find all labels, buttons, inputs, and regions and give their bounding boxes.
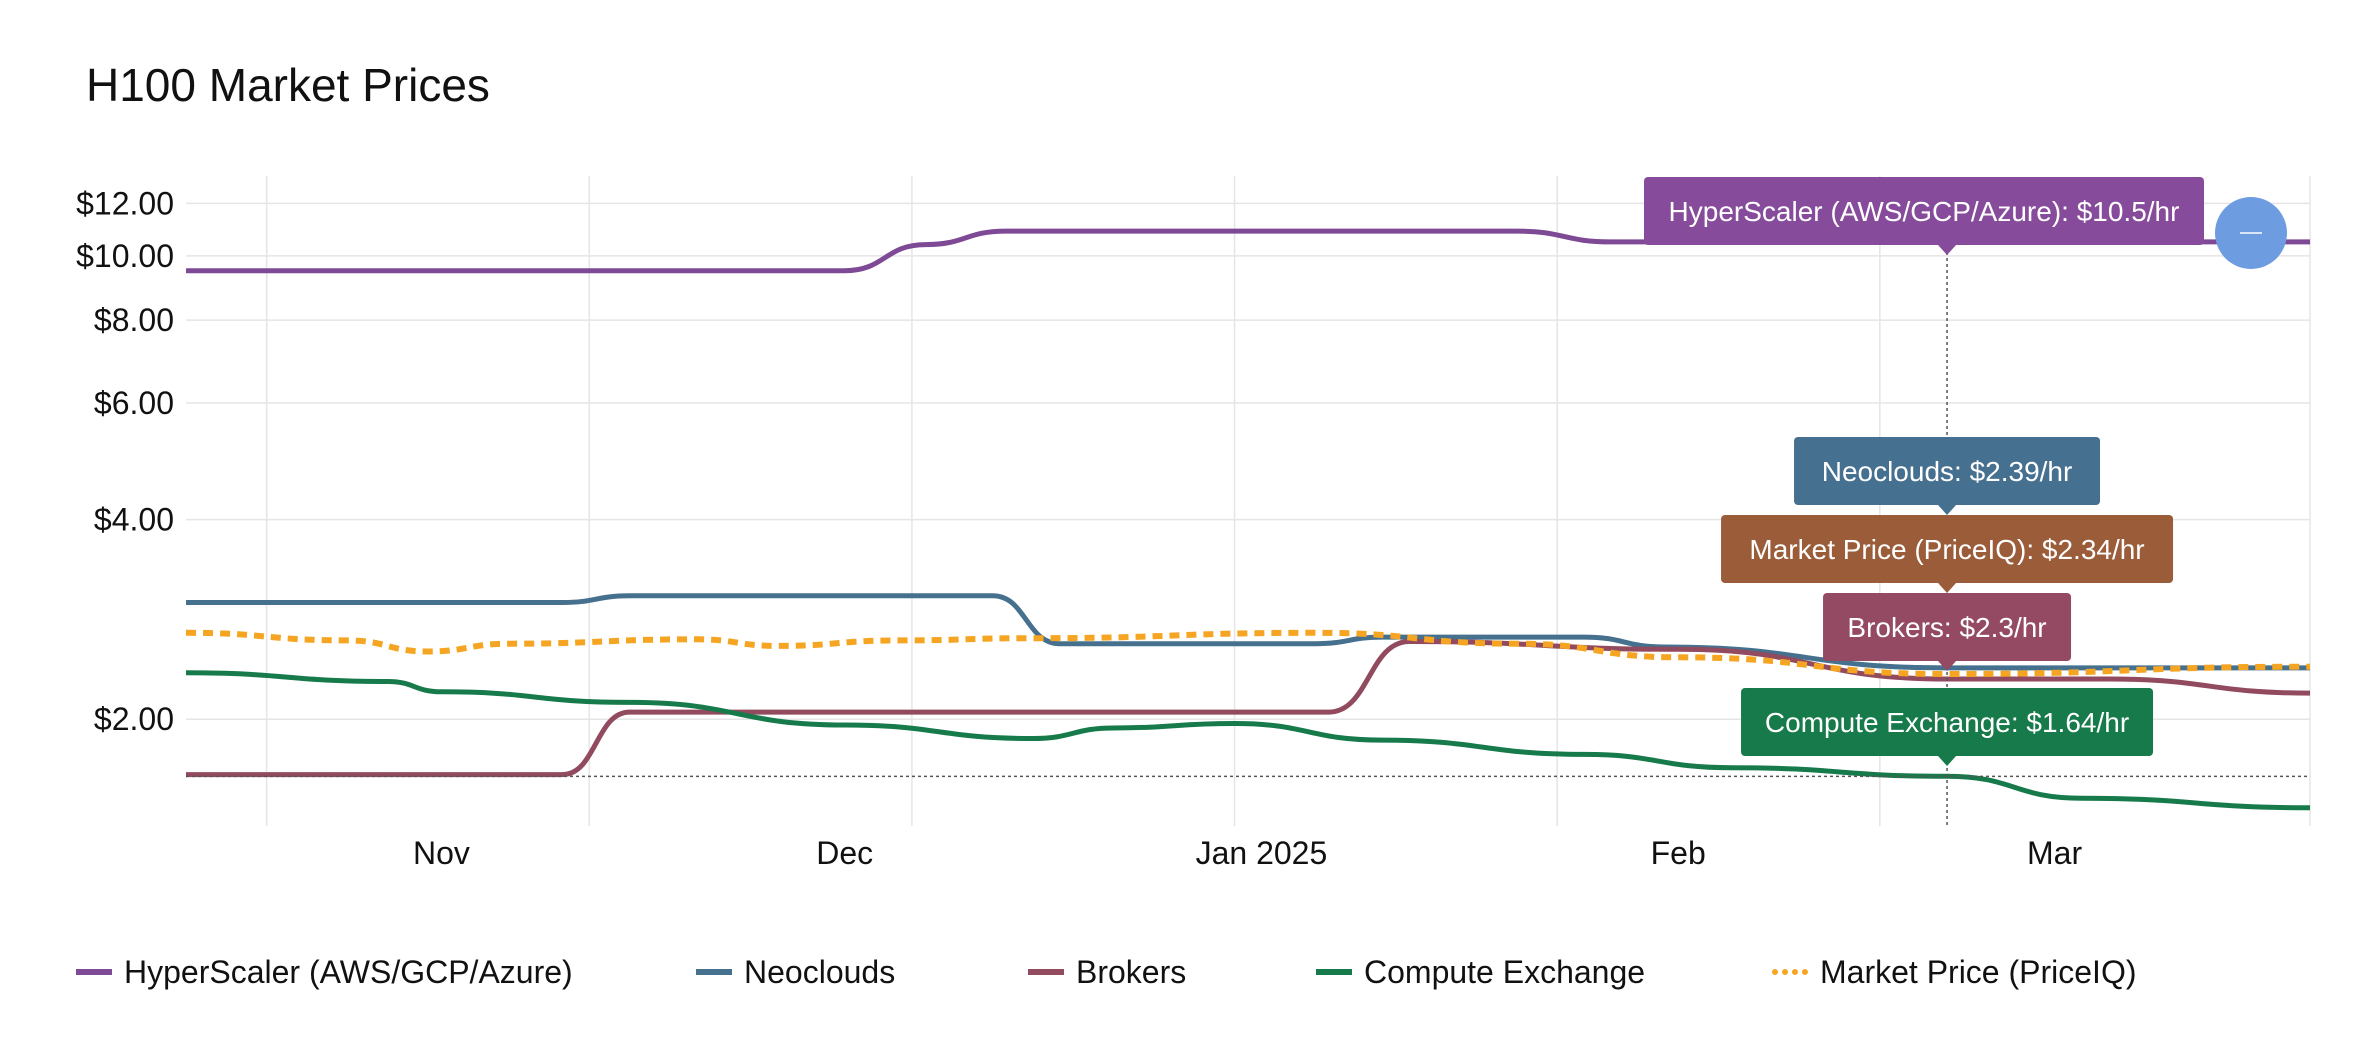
y-tick-label: $12.00 [76,185,174,221]
legend-label: Neoclouds [744,953,896,990]
grid-lines [186,176,2311,826]
tooltip-pointer [1938,245,1957,255]
tooltip-market-price-priceiq: Market Price (PriceIQ): $2.34/hr [1721,515,2174,593]
series-line-brokers[interactable] [186,638,2311,778]
x-axis: Nov Dec Jan 2025 Feb Mar [413,835,2083,871]
legend-label: Market Price (PriceIQ) [1820,953,2137,990]
y-tick-label: $10.00 [76,238,174,274]
tooltip-brokers: Brokers: $2.3/hr [1823,593,2072,671]
legend-swatch [76,969,112,975]
series-line-market-price-priceiq[interactable] [185,629,2311,678]
x-tick-label: Dec [816,835,873,871]
legend-swatch [1316,969,1352,975]
x-tick-label: Nov [413,835,470,871]
tooltip-text: Brokers: $2.3/hr [1847,612,2046,643]
tooltip-compute-exchange: Compute Exchange: $1.64/hr [1741,688,2154,766]
tooltip-neoclouds: Neoclouds: $2.39/hr [1794,437,2101,515]
legend-item-brokers[interactable]: Brokers [1028,950,1186,994]
chart-title: H100 Market Prices [86,59,490,111]
legend-swatch [696,969,732,975]
legend-item-neoclouds[interactable]: Neoclouds [696,950,895,994]
tooltip-box [1823,593,2072,661]
tooltip-box [1644,177,2204,245]
y-tick-label: $4.00 [94,502,174,538]
tooltip-pointer [1938,505,1957,515]
tooltip-pointer [1938,661,1957,671]
legend-label: Brokers [1076,953,1187,990]
x-tick-label: Feb [1651,835,1706,871]
legend-label: HyperScaler (AWS/GCP/Azure) [124,953,573,990]
y-axis: $2.00 $4.00 $6.00 $8.00 $10.00 $12.00 [76,185,174,737]
tooltip-text: Compute Exchange: $1.64/hr [1765,707,2129,738]
legend-item-hyperscaler-aws-gcp-azure[interactable]: HyperScaler (AWS/GCP/Azure) [76,950,573,994]
legend-item-compute-exchange[interactable]: Compute Exchange [1316,950,1645,994]
tooltip-text: HyperScaler (AWS/GCP/Azure): $10.5/hr [1669,196,2180,227]
y-tick-label: $2.00 [94,701,174,737]
tooltips: HyperScaler (AWS/GCP/Azure): $10.5/hr Neo… [1644,177,2204,766]
tooltip-box [1721,515,2174,583]
tooltip-text: Neoclouds: $2.39/hr [1822,456,2073,487]
y-tick-label: $8.00 [94,302,174,338]
legend-swatch [1772,969,1808,975]
y-tick-label: $6.00 [94,385,174,421]
zoom-reset-button[interactable] [2215,197,2287,269]
x-tick-label: Mar [2027,835,2082,871]
tooltip-pointer [1938,756,1957,766]
legend-item-market-price-priceiq[interactable]: Market Price (PriceIQ) [1772,950,2136,994]
x-tick-label: Jan 2025 [1196,835,1328,871]
tooltip-hyperscaler-aws-gcp-azure: HyperScaler (AWS/GCP/Azure): $10.5/hr [1644,177,2204,255]
legend-swatch [1028,969,1064,975]
tooltip-box [1741,688,2154,756]
tooltip-pointer [1938,583,1957,593]
legend-label: Compute Exchange [1364,953,1646,990]
tooltip-box [1794,437,2101,505]
tooltip-text: Market Price (PriceIQ): $2.34/hr [1749,534,2144,565]
legend: HyperScaler (AWS/GCP/Azure) Neoclouds Brok… [76,950,2316,994]
